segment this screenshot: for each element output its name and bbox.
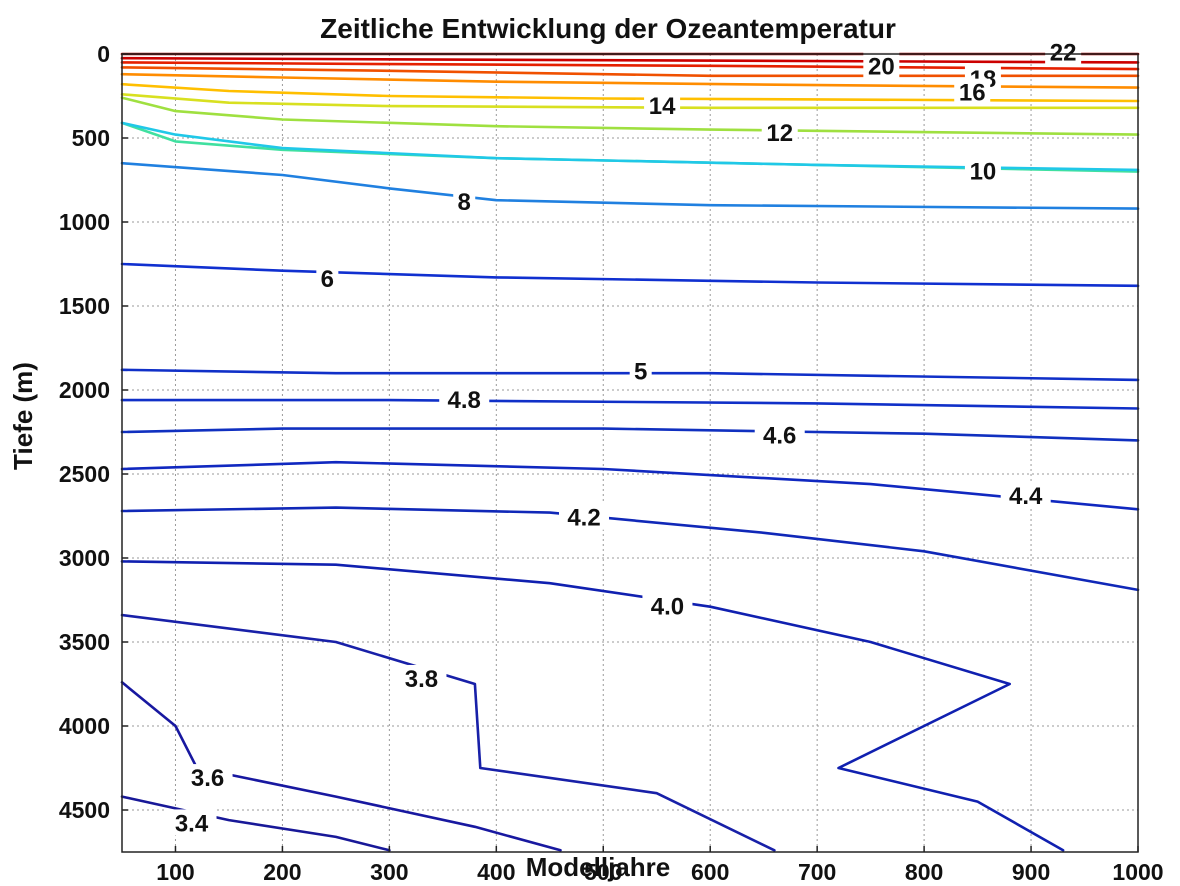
contour-line	[120, 368, 1140, 382]
grid	[122, 54, 1138, 852]
contour-label: 14	[649, 93, 676, 120]
contour-label: 12	[766, 120, 793, 147]
y-tick-label: 3000	[59, 545, 110, 571]
contour-line	[120, 398, 1140, 410]
y-tick-label: 2500	[59, 461, 110, 487]
contour-line	[120, 56, 1140, 64]
contour-label-bg	[754, 421, 805, 448]
contour-label: 16	[959, 80, 986, 107]
y-tick-label: 4500	[59, 797, 110, 823]
x-tick-label: 800	[905, 859, 943, 885]
y-tick-label: 1000	[59, 209, 110, 235]
x-axis-label: Modelljahre	[526, 852, 670, 882]
y-tick-label: 500	[72, 125, 110, 151]
y-tick-label: 1500	[59, 293, 110, 319]
x-tick-label: 700	[798, 859, 836, 885]
contour-label: 4.2	[567, 505, 600, 532]
x-tick-label: 300	[370, 859, 408, 885]
contour-label: 4.0	[651, 594, 684, 621]
y-tick-label: 3500	[59, 629, 110, 655]
contour-line	[120, 72, 1140, 89]
contour-label-bg	[453, 187, 476, 214]
contour-label: 10	[970, 159, 997, 186]
contour-label-bg	[182, 764, 233, 791]
y-tick-label: 4000	[59, 713, 110, 739]
contour-label: 22	[1050, 39, 1077, 66]
contour-line	[120, 460, 1140, 511]
contour-label: 6	[321, 266, 334, 293]
x-tick-label: 900	[1012, 859, 1050, 885]
contour-label-bg	[1000, 481, 1051, 508]
contour-label-bg	[629, 357, 652, 384]
y-tick-label: 2000	[59, 377, 110, 403]
contour-label: 4.8	[448, 387, 481, 414]
axis-frame	[121, 53, 1139, 853]
x-tick-label: 200	[263, 859, 301, 885]
contour-label-bg	[644, 92, 681, 119]
contour-label-bg	[166, 809, 217, 836]
x-tick-label: 600	[691, 859, 729, 885]
contour-label: 3.8	[405, 666, 438, 693]
contour-label-bg	[439, 386, 490, 413]
contour-label: 4.4	[1009, 483, 1043, 510]
contour-label-bg	[964, 157, 1001, 184]
x-tick-label: 400	[477, 859, 515, 885]
contour-label: 3.6	[191, 765, 224, 792]
y-tick-label: 0	[97, 41, 110, 67]
contour-label-bg	[1045, 38, 1082, 65]
contour-line	[120, 262, 1140, 288]
x-axis-ticks: 100 200 300 400 500 600 700 800 900 1000	[156, 846, 1164, 885]
chart-title: Zeitliche Entwicklung der Ozeantemperatu…	[320, 13, 896, 44]
contour-label-bg	[559, 503, 610, 530]
x-tick-label: 500	[584, 859, 622, 885]
contour-line	[120, 681, 562, 852]
contour-line	[120, 66, 1140, 78]
contour-label-bg	[954, 78, 991, 105]
contour-label: 4.6	[763, 422, 796, 449]
contour-label-bg	[761, 118, 798, 145]
contour-line	[120, 613, 776, 852]
contour-line	[120, 427, 1140, 442]
contour-line	[120, 93, 1140, 110]
contour-line	[120, 121, 1140, 172]
contour-line	[120, 61, 1140, 71]
y-axis-ticks: 0 500 1000 1500 2000 2500 3000 3500 4000 4500	[59, 41, 128, 823]
y-axis-label: Tiefe (m)	[8, 362, 38, 470]
x-tick-label: 100	[156, 859, 194, 885]
contour-line	[120, 82, 1140, 103]
contour-label-bg	[642, 592, 693, 619]
x-tick-label: 1000	[1112, 859, 1163, 885]
contour-label: 20	[868, 54, 895, 81]
contour-line	[120, 506, 1140, 592]
contour-label-bg	[863, 52, 900, 79]
contour-label: 5	[634, 359, 647, 386]
contour-labels: 222018161412108654.84.64.44.24.03.83.63.…	[166, 38, 1082, 837]
contour-label: 3.4	[175, 810, 209, 837]
contour-line	[120, 795, 391, 852]
contour-line	[120, 560, 1065, 852]
contour-line	[120, 161, 1140, 210]
contour-label: 8	[458, 189, 471, 216]
contour-label-bg	[316, 265, 339, 292]
contour-label-bg	[396, 664, 447, 691]
